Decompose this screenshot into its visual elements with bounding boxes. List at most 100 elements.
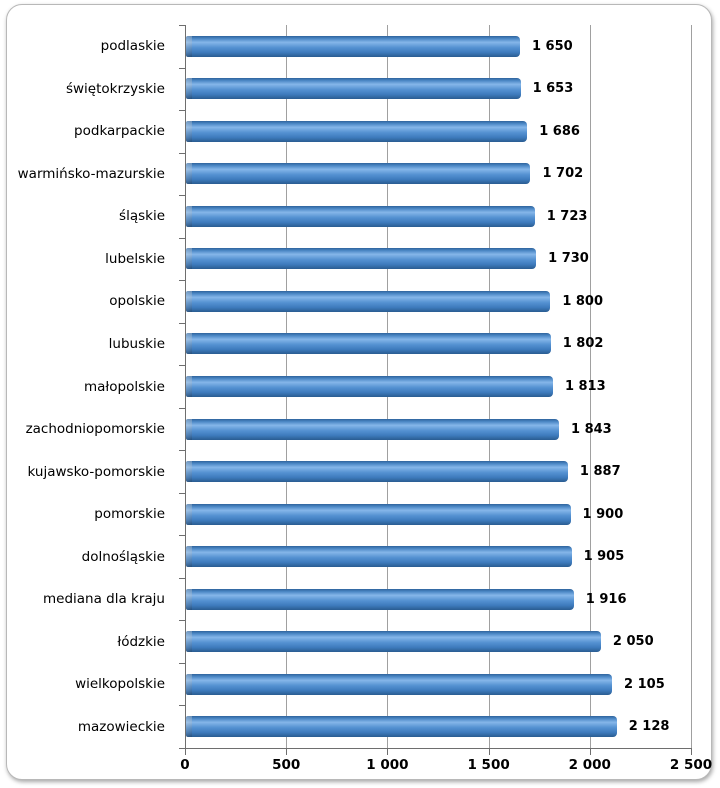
y-axis-tick (179, 365, 185, 367)
bar-dolnośląskie (186, 546, 572, 568)
value-label: 1 900 (582, 506, 624, 522)
value-label: 1 702 (542, 166, 584, 182)
bar-kujawsko-pomorskie (186, 461, 568, 483)
y-axis-tick (179, 577, 185, 579)
value-label: 1 887 (579, 464, 621, 480)
y-axis-tick (179, 748, 185, 749)
bar-wielkopolskie (186, 673, 613, 695)
bar-row: 1 887 (186, 450, 692, 493)
bar-zachodniopomorskie (186, 418, 560, 440)
bar-opolskie (186, 290, 551, 312)
bar-row: 1 686 (186, 110, 692, 153)
category-label: dolnośląskie (81, 548, 165, 565)
y-axis-tick (179, 67, 185, 69)
bar-podkarpackie (186, 120, 528, 142)
category-label: śląskie (119, 208, 165, 225)
category-label: podlaskie (100, 38, 165, 55)
gridline (691, 25, 692, 748)
bar-małopolskie (186, 375, 553, 397)
y-axis-tick (179, 237, 185, 239)
bar-mediana-dla-kraju (186, 588, 574, 610)
plot-area: 1 650 1 653 1 686 1 702 1 723 1 730 1 800 1 802… (185, 25, 692, 749)
category-label: łódzkie (117, 633, 165, 650)
x-axis-label: 1 000 (366, 757, 409, 773)
y-axis-tick (179, 407, 185, 409)
y-axis-tick (179, 280, 185, 282)
category-label: warmińsko-mazurskie (17, 165, 165, 182)
chart-frame: podlaskie świętokrzyskie podkarpackie warmi… (6, 4, 712, 780)
x-axis-tick (286, 749, 288, 755)
value-label: 1 802 (562, 336, 604, 352)
bar-row: 1 813 (186, 365, 692, 408)
x-axis-label: 500 (272, 757, 301, 773)
y-axis-tick (179, 322, 185, 324)
category-label: lubuskie (108, 335, 165, 352)
y-axis-tick (179, 662, 185, 664)
bar-row: 1 802 (186, 323, 692, 366)
category-label: małopolskie (83, 378, 165, 395)
category-label: świętokrzyskie (65, 80, 165, 97)
value-label: 1 686 (539, 123, 580, 139)
gridline (589, 25, 591, 748)
bar-mazowieckie (186, 716, 617, 738)
bar-lubuskie (186, 333, 551, 355)
value-label: 1 905 (583, 549, 625, 565)
category-label: zachodniopomorskie (25, 421, 165, 438)
value-label: 1 653 (532, 81, 574, 97)
x-axis-tick (488, 749, 490, 755)
category-label: podkarpackie (74, 123, 165, 140)
bar-lubelskie (186, 248, 537, 270)
x-axis-label: 0 (180, 757, 190, 773)
y-axis-tick (179, 620, 185, 622)
value-label: 1 916 (585, 591, 627, 607)
x-axis-label: 1 500 (467, 757, 510, 773)
value-label: 1 650 (531, 38, 573, 54)
bar-świętokrzyskie (186, 78, 521, 100)
y-axis-tick (179, 535, 185, 537)
y-axis-tick (179, 25, 185, 26)
y-axis-tick (179, 492, 185, 494)
y-axis-tick (179, 195, 185, 197)
bar-row: 1 900 (186, 493, 692, 536)
bar-row: 1 800 (186, 280, 692, 323)
bar-row: 1 650 (186, 25, 692, 68)
bar-row: 2 128 (186, 705, 692, 748)
bar-row: 1 843 (186, 408, 692, 451)
bar-śląskie (186, 205, 535, 227)
category-label: pomorskie (94, 506, 165, 523)
bar-row: 1 916 (186, 578, 692, 621)
x-axis-tick (387, 749, 389, 755)
y-axis-tick (179, 705, 185, 707)
value-label: 2 105 (624, 676, 665, 692)
bar-row: 1 905 (186, 535, 692, 578)
bar-row: 1 702 (186, 153, 692, 196)
x-axis-tick (691, 749, 692, 755)
y-axis-tick (179, 110, 185, 112)
category-axis-labels: podlaskie świętokrzyskie podkarpackie warmi… (7, 25, 175, 748)
category-label: lubelskie (105, 250, 165, 267)
category-label: wielkopolskie (75, 676, 165, 693)
bar-row: 2 050 (186, 620, 692, 663)
x-axis-label: 2 000 (568, 757, 611, 773)
x-axis-tick (589, 749, 591, 755)
bar-row: 2 105 (186, 663, 692, 706)
x-axis-tick (185, 749, 186, 755)
value-label: 2 050 (612, 634, 654, 650)
bar-warmińsko-mazurskie (186, 163, 531, 185)
value-label: 1 843 (571, 421, 612, 437)
y-axis-tick (179, 152, 185, 154)
category-label: kujawsko-pomorskie (27, 463, 165, 480)
category-label: mediana dla kraju (42, 591, 165, 608)
bar-pomorskie (186, 503, 571, 525)
value-label: 1 723 (546, 208, 588, 224)
x-axis-label: 2 500 (669, 757, 713, 773)
y-axis-tick (179, 450, 185, 452)
bar-łódzkie (186, 631, 601, 653)
bar-podlaskie (186, 35, 520, 57)
bar-row: 1 653 (186, 68, 692, 111)
value-label: 1 800 (562, 293, 604, 309)
category-label: opolskie (109, 293, 165, 310)
bar-row: 1 723 (186, 195, 692, 238)
value-label: 2 128 (628, 719, 670, 735)
value-label: 1 813 (564, 378, 606, 394)
